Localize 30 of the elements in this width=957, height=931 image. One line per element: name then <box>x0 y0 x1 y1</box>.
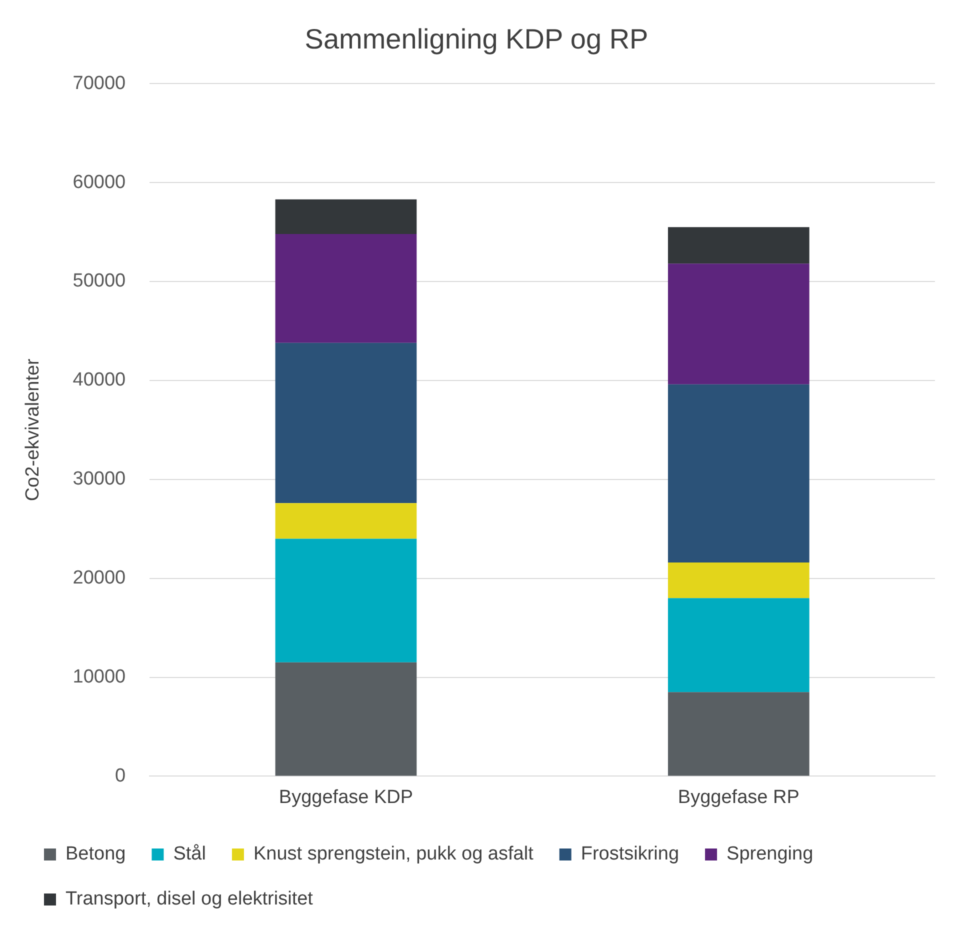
y-tick-label: 0 <box>115 765 126 786</box>
bar <box>275 662 417 776</box>
bar <box>275 342 417 504</box>
legend-label: Betong <box>66 844 126 865</box>
bar <box>668 384 810 562</box>
bar <box>275 503 417 539</box>
x-tick-label: Byggefase RP <box>678 786 800 808</box>
y-tick-label: 40000 <box>72 370 126 391</box>
bar <box>668 598 810 692</box>
bar <box>275 199 417 234</box>
bar <box>275 538 417 662</box>
y-tick-label: 60000 <box>72 172 126 193</box>
legend-label: Stål <box>173 844 206 865</box>
y-tick-label: 10000 <box>72 666 126 688</box>
bar <box>668 227 810 264</box>
legend-label: Transport, disel og elektrisitet <box>66 888 314 910</box>
x-tick-label: Byggefase KDP <box>278 786 414 808</box>
bar <box>668 692 810 776</box>
y-tick-label: 30000 <box>72 468 126 490</box>
chart-title: Sammenligning KDP og RP <box>304 24 648 55</box>
bar <box>275 234 417 343</box>
legend-label: Sprenging <box>726 844 814 865</box>
y-tick-label: 50000 <box>72 270 126 292</box>
bar <box>668 562 810 598</box>
y-tick-label: 20000 <box>72 568 126 589</box>
legend-label: Knust sprengstein, pukk og asfalt <box>253 844 534 865</box>
legend-label: Frostsikring <box>580 844 680 865</box>
bar <box>668 264 810 384</box>
y-tick-label: 70000 <box>72 72 126 94</box>
y-axis-title: Co2-ekvivalenter <box>22 358 44 502</box>
